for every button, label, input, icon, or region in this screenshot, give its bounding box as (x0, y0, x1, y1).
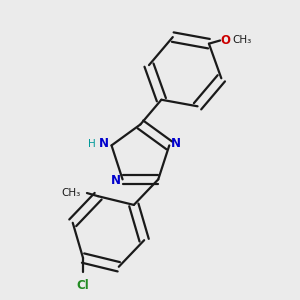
Text: CH₃: CH₃ (233, 35, 252, 46)
Text: N: N (110, 175, 121, 188)
Text: N: N (98, 137, 109, 150)
Text: CH₃: CH₃ (61, 188, 81, 198)
Text: N: N (171, 137, 181, 150)
Text: O: O (220, 34, 230, 47)
Text: Cl: Cl (77, 280, 89, 292)
Text: H: H (88, 139, 96, 149)
